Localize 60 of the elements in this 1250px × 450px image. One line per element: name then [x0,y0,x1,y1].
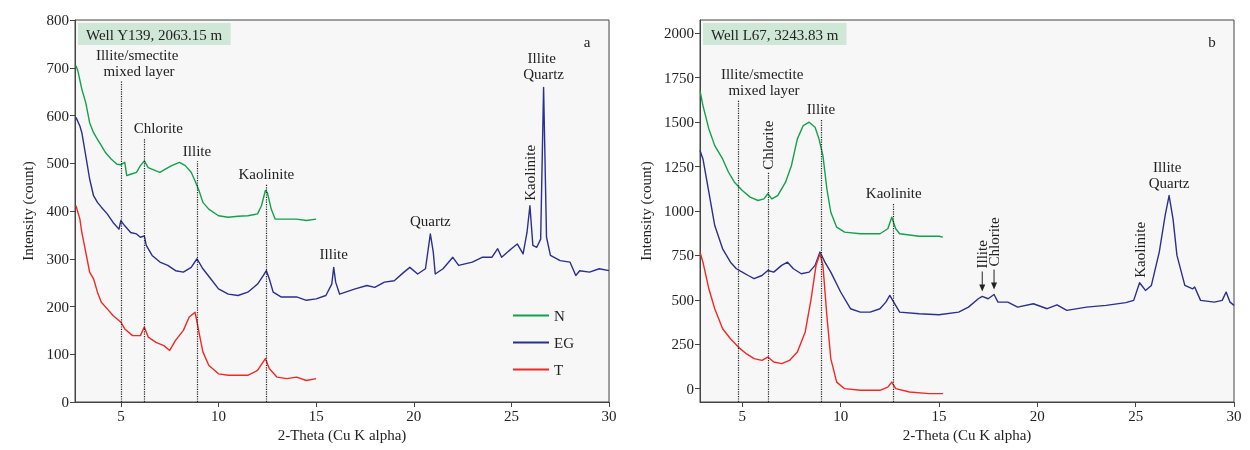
ref-line-label: Illite [806,101,836,118]
y-tick-label: 500 [46,155,69,172]
ref-line-label: Chlorite [759,120,776,170]
ref-line-label: Illite/smectite mixed layer [95,47,183,80]
x-tick-label: 20 [406,407,422,424]
annotation: Quartz [409,212,452,229]
chart-title: Well Y139, 2063.15 m [86,26,223,43]
x-axis-title: 2-Theta (Cu K alpha) [902,427,1032,445]
y-tick-label: 400 [46,203,69,219]
line-series [75,65,317,222]
y-tick-label: 0 [686,380,694,397]
x-tick-label: 15 [931,407,947,424]
ref-line-label: Chlorite [133,120,184,137]
x-tick-label: 5 [738,407,747,424]
ref-line-label: Illite [182,143,212,160]
annotation: Illite Quartz [523,50,565,83]
annotation: Illite [319,246,349,263]
y-tick-label: 250 [671,336,694,353]
annotation: Kaolinite [521,144,538,201]
y-tick-label: 2000 [664,25,694,42]
y-tick-label: 700 [46,59,69,76]
annotation: Kaolinite [1131,221,1148,278]
y-axis-title: Intensity (count) [20,161,38,261]
legend-label: T [554,361,564,378]
y-tick-label: 1750 [664,69,694,86]
y-tick-label: 1250 [664,158,694,175]
y-tick-label: 300 [46,250,69,267]
y-axis-title: Intensity (count) [637,161,655,261]
ref-line-label: Kaolinite [865,185,922,202]
x-tick-label: 20 [1029,407,1045,424]
x-tick-label: 5 [117,407,125,424]
x-tick-label: 25 [1128,407,1144,424]
y-tick-label: 100 [46,346,69,363]
y-tick-label: 800 [46,12,69,28]
ref-line-label: Illite/smectite mixed layer [720,66,808,99]
annotation: Illite Quartz [1148,158,1190,191]
x-tick-label: 30 [1226,407,1242,424]
x-tick-label: 25 [503,407,519,424]
y-tick-label: 0 [61,394,69,410]
y-tick-label: 600 [46,107,69,124]
y-tick-label: 1000 [664,203,694,219]
line-series [699,251,944,395]
annotation: b [1208,34,1216,50]
y-tick-label: 750 [671,247,694,264]
y-tick-label: 1500 [664,114,694,131]
x-tick-label: 30 [601,407,617,424]
legend-label: N [554,307,565,324]
x-tick-label: 10 [211,407,227,424]
x-tick-label: 10 [833,407,849,424]
line-series [75,205,317,382]
y-tick-label: 500 [671,291,694,308]
y-tick-label: 200 [46,298,69,315]
chart-title: Well L67, 3243.83 m [711,26,839,43]
ref-line-label: Kaolinite [238,166,295,183]
legend-label: EG [554,334,575,351]
line-series [75,86,610,301]
x-axis-title: 2-Theta (Cu K alpha) [277,427,407,445]
annotation: Chlorite [986,217,1003,267]
x-tick-label: 15 [308,407,324,424]
annotation: a [583,34,591,50]
